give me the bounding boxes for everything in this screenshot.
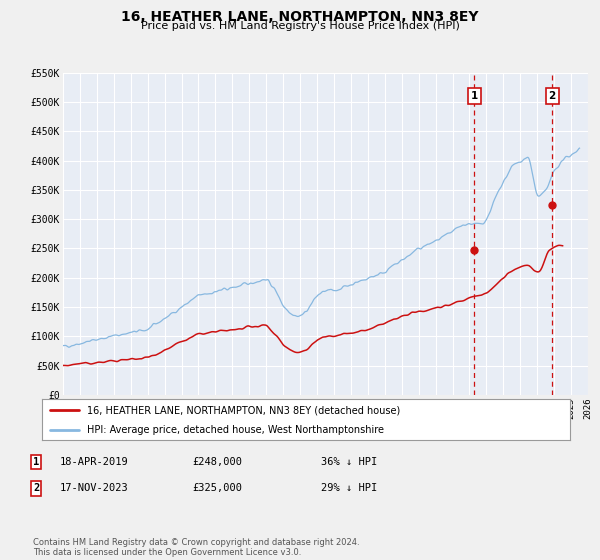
Text: 2: 2 [548, 91, 556, 101]
Text: 36% ↓ HPI: 36% ↓ HPI [321, 457, 377, 467]
Text: 16, HEATHER LANE, NORTHAMPTON, NN3 8EY: 16, HEATHER LANE, NORTHAMPTON, NN3 8EY [121, 10, 479, 24]
Text: Contains HM Land Registry data © Crown copyright and database right 2024.
This d: Contains HM Land Registry data © Crown c… [33, 538, 359, 557]
Text: HPI: Average price, detached house, West Northamptonshire: HPI: Average price, detached house, West… [87, 424, 384, 435]
Text: 1: 1 [33, 457, 39, 467]
Text: 29% ↓ HPI: 29% ↓ HPI [321, 483, 377, 493]
Text: £248,000: £248,000 [192, 457, 242, 467]
Text: Price paid vs. HM Land Registry's House Price Index (HPI): Price paid vs. HM Land Registry's House … [140, 21, 460, 31]
Text: 18-APR-2019: 18-APR-2019 [60, 457, 129, 467]
Text: 1: 1 [471, 91, 478, 101]
Text: 16, HEATHER LANE, NORTHAMPTON, NN3 8EY (detached house): 16, HEATHER LANE, NORTHAMPTON, NN3 8EY (… [87, 405, 400, 415]
Text: £325,000: £325,000 [192, 483, 242, 493]
Text: 2: 2 [33, 483, 39, 493]
Text: 17-NOV-2023: 17-NOV-2023 [60, 483, 129, 493]
